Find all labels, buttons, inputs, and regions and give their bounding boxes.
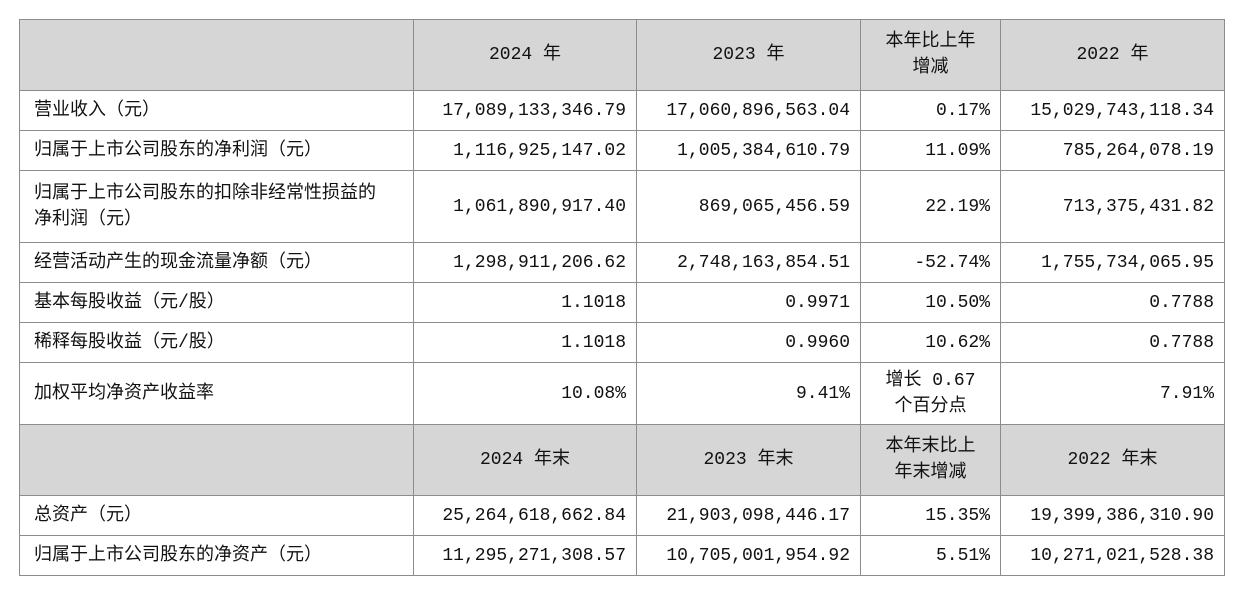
cell: 17,089,133,346.79 bbox=[413, 90, 637, 131]
data-row: 经营活动产生的现金流量净额（元） 1,298,911,206.62 2,748,16… bbox=[19, 242, 1225, 283]
cell: 713,375,431.82 bbox=[1000, 170, 1225, 243]
cell: 1,116,925,147.02 bbox=[413, 130, 637, 171]
cell: 17,060,896,563.04 bbox=[636, 90, 861, 131]
cell: 9.41% bbox=[636, 362, 861, 425]
data-row: 基本每股收益（元/股） 1.1018 0.9971 10.50% 0.7788 bbox=[19, 282, 1225, 323]
cell: 10.08% bbox=[413, 362, 637, 425]
header-cell: 2024 年末 bbox=[413, 424, 637, 496]
cell: 869,065,456.59 bbox=[636, 170, 861, 243]
row-label: 归属于上市公司股东的净资产（元） bbox=[19, 535, 414, 576]
cell: 15.35% bbox=[860, 495, 1001, 536]
header-cell: 2022 年 bbox=[1000, 19, 1225, 91]
cell: 0.7788 bbox=[1000, 322, 1225, 363]
row-label: 归属于上市公司股东的净利润（元） bbox=[19, 130, 414, 171]
cell: 10.50% bbox=[860, 282, 1001, 323]
header-cell: 本年末比上年末增减 bbox=[860, 424, 1001, 496]
data-row: 总资产（元） 25,264,618,662.84 21,903,098,446.17… bbox=[19, 495, 1225, 536]
cell: 0.17% bbox=[860, 90, 1001, 131]
cell: 1.1018 bbox=[413, 282, 637, 323]
cell: 10.62% bbox=[860, 322, 1001, 363]
financial-table: 2024 年 2023 年本年比上年增减 2022 年营业收入（元） 17,089,1… bbox=[19, 19, 1225, 576]
cell: 19,399,386,310.90 bbox=[1000, 495, 1225, 536]
cell: 10,705,001,954.92 bbox=[636, 535, 861, 576]
cell: 785,264,078.19 bbox=[1000, 130, 1225, 171]
header-row: 2024 年末 2023 年末 本年末比上年末增减 2022 年末 bbox=[19, 424, 1225, 496]
cell: 增长 0.67 个百分点 bbox=[860, 362, 1001, 425]
row-label: 经营活动产生的现金流量净额（元） bbox=[19, 242, 414, 283]
row-label: 加权平均净资产收益率 bbox=[19, 362, 414, 425]
cell: 21,903,098,446.17 bbox=[636, 495, 861, 536]
cell: 1,005,384,610.79 bbox=[636, 130, 861, 171]
data-row: 归属于上市公司股东的净利润（元） 1,116,925,147.02 1,005,38… bbox=[19, 130, 1225, 171]
cell: 0.9960 bbox=[636, 322, 861, 363]
cell: 10,271,021,528.38 bbox=[1000, 535, 1225, 576]
row-label: 稀释每股收益（元/股） bbox=[19, 322, 414, 363]
cell: 0.9971 bbox=[636, 282, 861, 323]
cell: 25,264,618,662.84 bbox=[413, 495, 637, 536]
row-label: 归属于上市公司股东的扣除非经常性损益的净利润（元） bbox=[19, 170, 414, 243]
header-cell: 2023 年 bbox=[636, 19, 861, 91]
cell: 1.1018 bbox=[413, 322, 637, 363]
cell: 15,029,743,118.34 bbox=[1000, 90, 1225, 131]
cell: 1,061,890,917.40 bbox=[413, 170, 637, 243]
header-cell: 2024 年 bbox=[413, 19, 637, 91]
data-row: 归属于上市公司股东的净资产（元） 11,295,271,308.57 10,705,… bbox=[19, 535, 1225, 576]
data-row: 加权平均净资产收益率 10.08% 9.41% 增长 0.67 个百分点 7.91% bbox=[19, 362, 1225, 425]
cell: 22.19% bbox=[860, 170, 1001, 243]
cell: 5.51% bbox=[860, 535, 1001, 576]
header-cell: 本年比上年增减 bbox=[860, 19, 1001, 91]
header-row: 2024 年 2023 年本年比上年增减 2022 年 bbox=[19, 19, 1225, 91]
header-cell bbox=[19, 424, 414, 496]
header-cell: 2023 年末 bbox=[636, 424, 861, 496]
data-row: 营业收入（元） 17,089,133,346.79 17,060,896,563.0… bbox=[19, 90, 1225, 131]
cell: 1,755,734,065.95 bbox=[1000, 242, 1225, 283]
table-body: 2024 年 2023 年本年比上年增减 2022 年营业收入（元） 17,089,1… bbox=[19, 19, 1225, 576]
row-label: 总资产（元） bbox=[19, 495, 414, 536]
row-label: 营业收入（元） bbox=[19, 90, 414, 131]
data-row: 稀释每股收益（元/股） 1.1018 0.9960 10.62% 0.7788 bbox=[19, 322, 1225, 363]
cell: 11,295,271,308.57 bbox=[413, 535, 637, 576]
cell: 1,298,911,206.62 bbox=[413, 242, 637, 283]
cell: 7.91% bbox=[1000, 362, 1225, 425]
row-label: 基本每股收益（元/股） bbox=[19, 282, 414, 323]
cell: 11.09% bbox=[860, 130, 1001, 171]
header-cell bbox=[19, 19, 414, 91]
cell: 2,748,163,854.51 bbox=[636, 242, 861, 283]
header-cell: 2022 年末 bbox=[1000, 424, 1225, 496]
data-row: 归属于上市公司股东的扣除非经常性损益的净利润（元） 1,061,890,917.4… bbox=[19, 170, 1225, 243]
cell: 0.7788 bbox=[1000, 282, 1225, 323]
cell: -52.74% bbox=[860, 242, 1001, 283]
